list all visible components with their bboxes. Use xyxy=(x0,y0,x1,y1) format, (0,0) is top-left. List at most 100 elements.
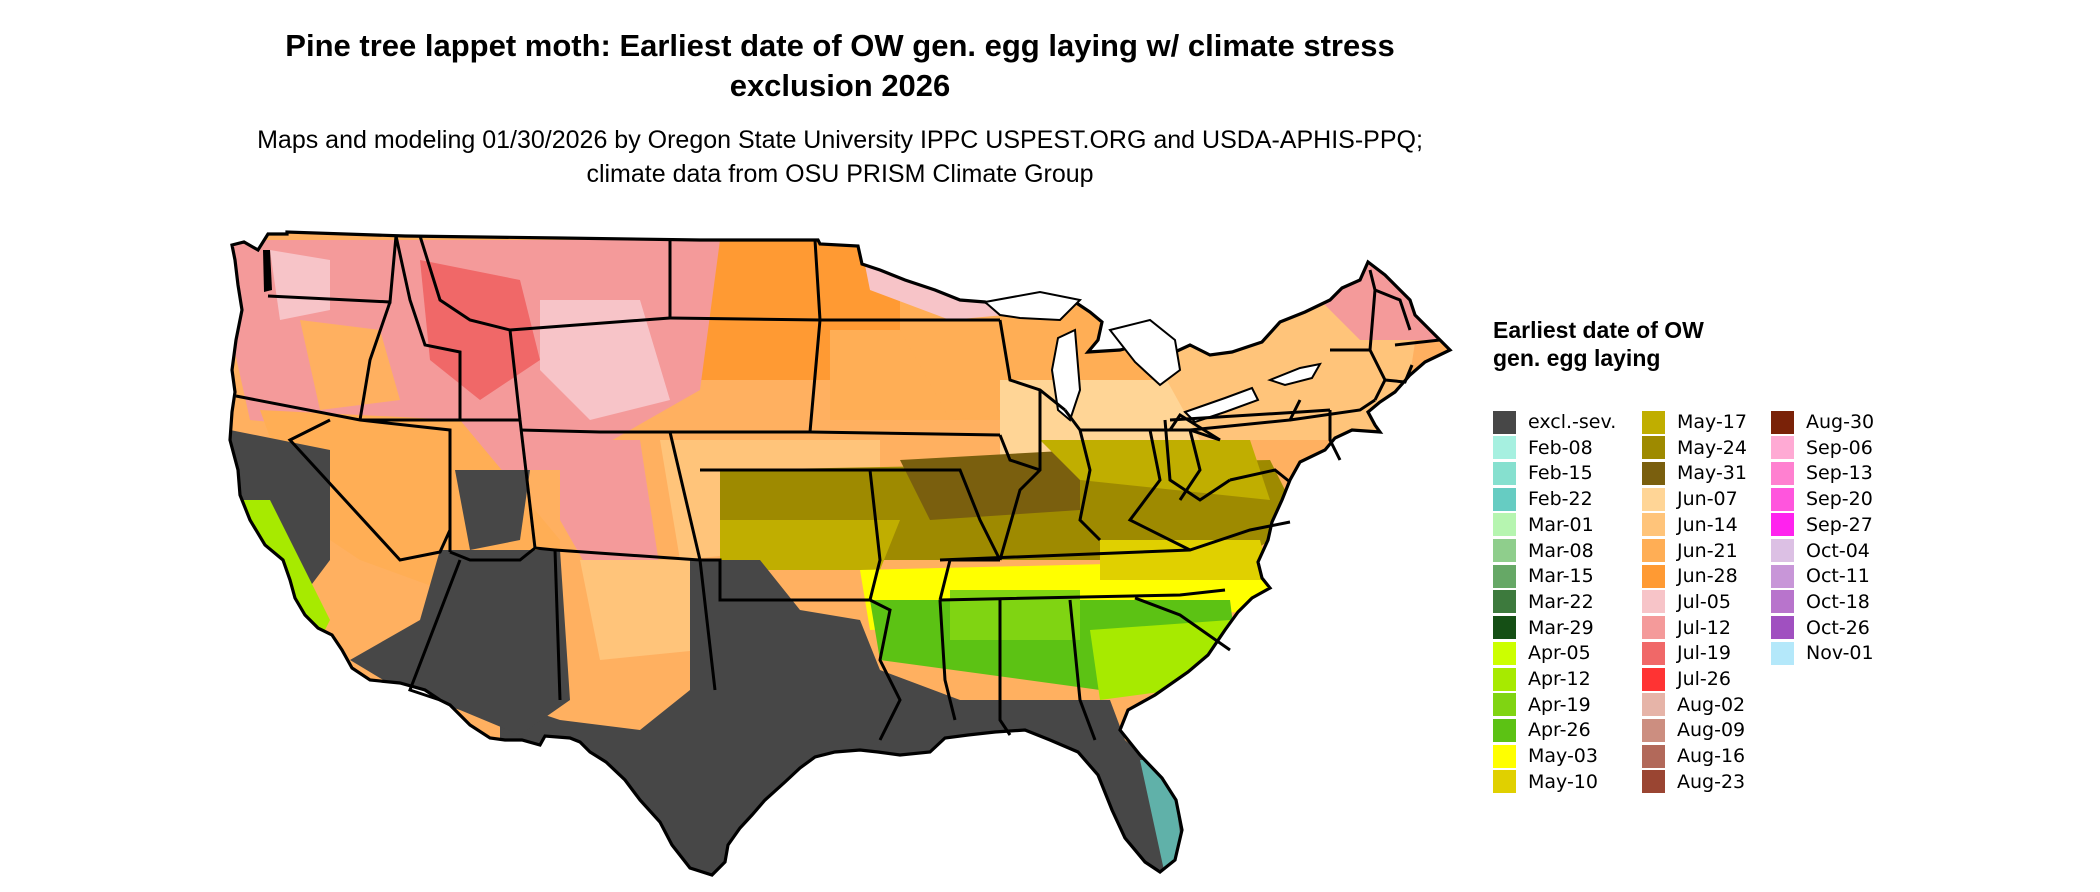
legend-item: Jul-05 xyxy=(1642,590,1731,614)
legend-label: Feb-22 xyxy=(1528,488,1593,511)
legend-item: Feb-15 xyxy=(1493,461,1593,485)
legend-item: Sep-20 xyxy=(1771,487,1873,511)
legend-swatch xyxy=(1642,693,1665,717)
legend-item: Sep-06 xyxy=(1771,436,1873,460)
legend-swatch xyxy=(1771,436,1794,460)
legend-label: Jun-21 xyxy=(1677,539,1738,562)
legend-label: May-17 xyxy=(1677,411,1747,433)
legend-label: Sep-06 xyxy=(1806,436,1873,459)
legend-swatch xyxy=(1642,410,1665,434)
legend-label: Jul-05 xyxy=(1677,590,1731,613)
legend-label: Oct-04 xyxy=(1806,539,1870,562)
legend-label: May-24 xyxy=(1677,436,1747,459)
legend-item: Mar-22 xyxy=(1493,590,1594,614)
legend-swatch xyxy=(1642,718,1665,742)
legend-item: Jul-12 xyxy=(1642,616,1731,640)
legend-label: Mar-08 xyxy=(1528,539,1594,562)
legend-label: Jul-26 xyxy=(1677,668,1731,690)
legend-swatch xyxy=(1642,564,1665,588)
legend-label: Oct-18 xyxy=(1806,590,1870,613)
legend-swatch xyxy=(1771,539,1794,562)
legend-item: Mar-29 xyxy=(1493,616,1594,640)
legend-swatch xyxy=(1642,461,1665,485)
legend-label: Aug-09 xyxy=(1677,719,1746,742)
legend-item: Oct-18 xyxy=(1771,590,1870,614)
legend-swatch xyxy=(1642,744,1665,768)
legend-label: Sep-13 xyxy=(1806,462,1873,485)
legend-swatch xyxy=(1493,513,1516,537)
legend-item: Aug-23 xyxy=(1642,770,1745,794)
legend-label: Aug-16 xyxy=(1677,745,1746,768)
legend-label: Jul-19 xyxy=(1677,642,1731,665)
legend-item: Jun-07 xyxy=(1642,487,1738,511)
legend-label: Mar-29 xyxy=(1528,616,1594,639)
legend-item: Mar-15 xyxy=(1493,564,1594,588)
legend-title: Earliest date of OW gen. egg laying xyxy=(1493,317,1704,371)
legend-item: Oct-11 xyxy=(1771,564,1870,588)
legend-label: Jun-07 xyxy=(1677,488,1738,511)
legend-swatch xyxy=(1493,718,1516,742)
legend-swatch xyxy=(1771,513,1794,537)
legend-swatch xyxy=(1642,539,1665,562)
legend-swatch xyxy=(1493,616,1516,640)
legend-swatch xyxy=(1771,487,1794,511)
legend-swatch xyxy=(1642,616,1665,640)
legend-label: May-03 xyxy=(1528,745,1598,768)
legend-item: Aug-16 xyxy=(1642,744,1745,768)
legend-label: Oct-11 xyxy=(1806,565,1870,588)
legend-label: Feb-15 xyxy=(1528,462,1593,485)
legend-item: Feb-08 xyxy=(1493,436,1593,460)
legend-swatch xyxy=(1493,539,1516,562)
legend-item: Mar-08 xyxy=(1493,539,1594,563)
legend-label: excl.-sev. xyxy=(1528,411,1617,433)
legend-item: Aug-30 xyxy=(1771,410,1874,434)
legend-swatch xyxy=(1493,564,1516,588)
legend-swatch xyxy=(1642,667,1665,691)
legend-swatch xyxy=(1642,513,1665,537)
legend-label: Apr-19 xyxy=(1528,693,1591,716)
legend-swatch xyxy=(1493,744,1516,768)
legend-swatch xyxy=(1771,410,1794,434)
legend-label: Sep-20 xyxy=(1806,488,1873,511)
legend-label: Mar-15 xyxy=(1528,565,1594,588)
legend-swatch xyxy=(1493,770,1516,794)
legend-label: Apr-05 xyxy=(1528,642,1591,665)
legend-item: Nov-01 xyxy=(1771,641,1874,665)
legend-item: Sep-13 xyxy=(1771,461,1873,485)
legend-swatch xyxy=(1493,590,1516,614)
legend-item: Jun-21 xyxy=(1642,539,1738,563)
legend-swatch xyxy=(1493,693,1516,717)
map-subtitle: Maps and modeling 01/30/2026 by Oregon S… xyxy=(257,126,1423,188)
legend-label: Aug-30 xyxy=(1806,411,1875,433)
legend-swatch xyxy=(1493,410,1516,434)
legend-item: excl.-sev. xyxy=(1493,410,1616,434)
legend-item: Apr-19 xyxy=(1493,693,1591,717)
legend-item: Aug-02 xyxy=(1642,693,1745,717)
legend-item: Oct-26 xyxy=(1771,616,1870,640)
legend-item: Oct-04 xyxy=(1771,539,1870,563)
legend-label: Aug-02 xyxy=(1677,693,1746,716)
state-borders xyxy=(235,235,1441,741)
legend-swatch xyxy=(1642,641,1665,665)
legend-item: Apr-05 xyxy=(1493,641,1591,665)
legend-label: Mar-22 xyxy=(1528,590,1594,613)
legend-item: Jul-26 xyxy=(1642,667,1731,691)
legend-item: Jun-28 xyxy=(1642,564,1738,588)
legend-swatch xyxy=(1771,590,1794,614)
legend-label: Apr-26 xyxy=(1528,719,1591,742)
legend-swatch xyxy=(1771,461,1794,485)
legend-item: Apr-12 xyxy=(1493,667,1591,691)
legend-label: May-31 xyxy=(1677,462,1747,485)
legend-swatch xyxy=(1493,667,1516,691)
legend-item: Aug-09 xyxy=(1642,718,1745,742)
legend-label: Sep-27 xyxy=(1806,513,1873,536)
legend-item: May-17 xyxy=(1642,410,1747,434)
legend-swatch xyxy=(1493,487,1516,511)
legend-swatch xyxy=(1771,564,1794,588)
legend-swatch xyxy=(1493,436,1516,460)
legend-item: May-10 xyxy=(1493,770,1598,794)
legend-swatch xyxy=(1493,641,1516,665)
legend-swatch xyxy=(1642,770,1665,794)
legend-item: Mar-01 xyxy=(1493,513,1594,537)
